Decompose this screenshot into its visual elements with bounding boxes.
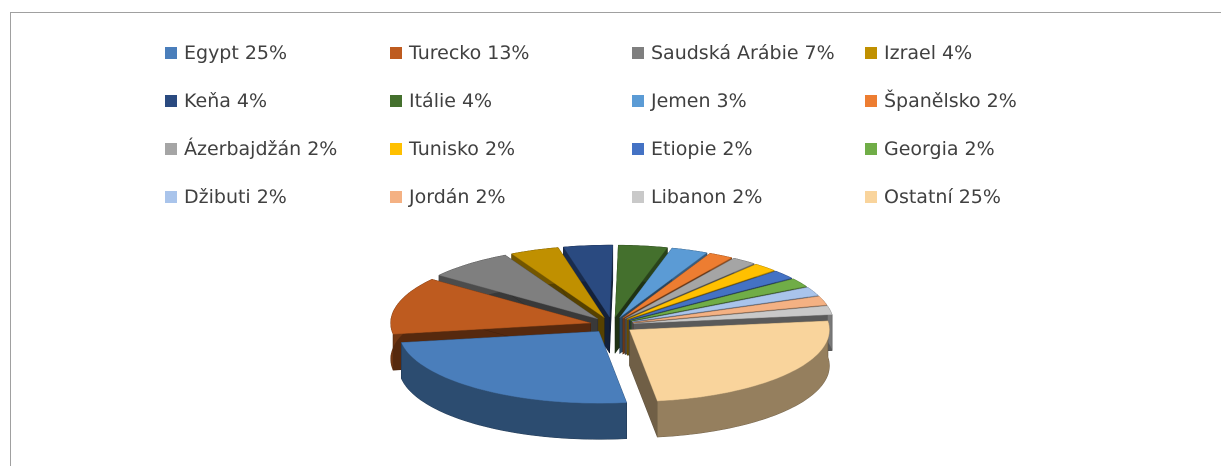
legend-value: 4% [942, 42, 972, 64]
legend-label: Itálie 4% [409, 90, 492, 112]
slice-top [562, 244, 614, 318]
legend-value: 25% [245, 42, 287, 64]
legend-name: Libanon [651, 186, 726, 208]
slice-top [400, 331, 628, 404]
legend-name: Etiopie [651, 138, 716, 160]
legend-value: 4% [462, 90, 492, 112]
legend-label: Španělsko 2% [884, 88, 1017, 112]
legend-name: Španělsko [884, 88, 981, 112]
pie-slice [400, 331, 628, 440]
legend-swatch [865, 95, 877, 107]
legend-name: Ostatní [884, 186, 953, 208]
slice-top [614, 244, 668, 318]
legend-name: Saudská Arábie [651, 42, 799, 64]
legend-swatch [165, 191, 177, 203]
legend-value: 13% [487, 42, 529, 64]
legend-label: Izrael 4% [884, 42, 972, 64]
legend-value: 2% [475, 186, 505, 208]
slice-top [438, 254, 598, 320]
legend-name: Jemen [650, 90, 711, 112]
legend-label: Tunisko 2% [408, 138, 515, 160]
slice-top [632, 296, 828, 323]
legend-label: Keňa 4% [184, 90, 267, 112]
legend-swatch [632, 191, 644, 203]
legend-swatch [165, 47, 177, 59]
legend-value: 2% [257, 186, 287, 208]
legend-name: Ázerbajdžán [184, 137, 301, 160]
legend-name: Izrael [884, 42, 936, 64]
legend-swatch [390, 143, 402, 155]
legend-swatch [865, 191, 877, 203]
legend-value: 2% [307, 138, 337, 160]
slice-top [510, 247, 605, 318]
legend-swatch [165, 143, 177, 155]
legend-value: 2% [987, 90, 1017, 112]
legend-value: 3% [717, 90, 747, 112]
legend-swatch [865, 143, 877, 155]
legend-name: Keňa [184, 90, 231, 112]
legend-label: Libanon 2% [651, 186, 762, 208]
pie-slice [629, 320, 830, 438]
legend-value: 7% [805, 42, 835, 64]
legend-value: 4% [237, 90, 267, 112]
legend-name: Turecko [408, 42, 481, 64]
legend-swatch [632, 47, 644, 59]
legend-label: Etiopie 2% [651, 138, 753, 160]
slice-top [633, 305, 833, 324]
legend-swatch [390, 47, 402, 59]
legend-name: Jordán [408, 186, 469, 208]
legend-swatch [632, 143, 644, 155]
legend-name: Itálie [409, 90, 456, 112]
legend-label: Ázerbajdžán 2% [184, 137, 337, 160]
legend-name: Tunisko [408, 138, 479, 160]
slice-top [619, 247, 708, 318]
legend-label: Egypt 25% [184, 42, 287, 64]
legend-swatch [165, 95, 177, 107]
legend-swatch [632, 95, 644, 107]
legend-swatch [390, 95, 402, 107]
slice-top [624, 257, 755, 319]
legend-name: Georgia [884, 138, 959, 160]
legend-value: 2% [485, 138, 515, 160]
legend-swatch [865, 47, 877, 59]
slice-top [631, 287, 819, 322]
slice-top [629, 320, 830, 402]
legend-label: Jordán 2% [408, 186, 506, 208]
legend-swatch [390, 191, 402, 203]
legend-value: 2% [732, 186, 762, 208]
legend-label: Saudská Arábie 7% [651, 42, 835, 64]
chart-frame [10, 12, 1221, 466]
slice-top [390, 279, 591, 335]
legend-value: 2% [965, 138, 995, 160]
legend-name: Egypt [184, 42, 239, 64]
legend-label: Georgia 2% [884, 138, 995, 160]
legend-label: Turecko 13% [408, 42, 529, 64]
legend-label: Džibuti 2% [184, 186, 287, 208]
legend-label: Jemen 3% [650, 90, 747, 112]
slice-top [629, 270, 793, 321]
legend-value: 25% [959, 186, 1001, 208]
legend-value: 2% [722, 138, 752, 160]
slice-top [622, 253, 733, 319]
legend-name: Džibuti [184, 186, 251, 208]
slice-top [630, 278, 808, 322]
slice-top [627, 263, 775, 320]
legend-label: Ostatní 25% [884, 186, 1001, 208]
